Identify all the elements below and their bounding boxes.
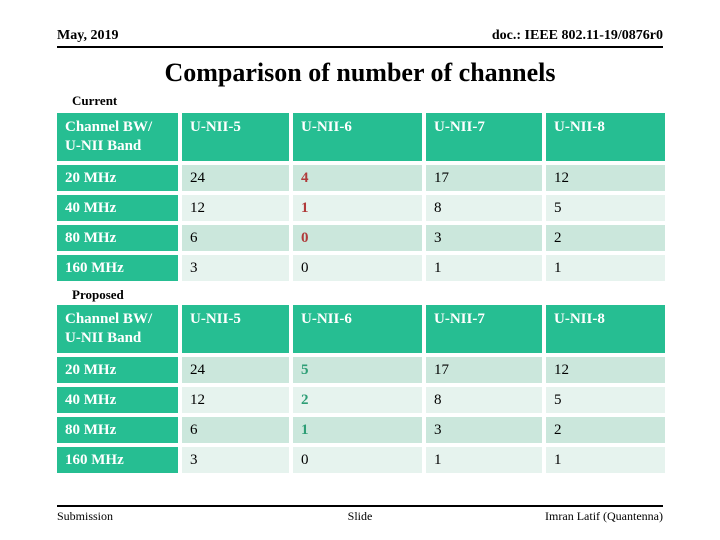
table-cell: 12	[182, 195, 289, 221]
table-cell-highlighted: 4	[293, 165, 422, 191]
table-cell: 8	[426, 387, 542, 413]
table-cell: 3	[426, 225, 542, 251]
row-label-80mhz: 80 MHz	[57, 417, 178, 443]
header-doc-number: doc.: IEEE 802.11-19/0876r0	[491, 28, 663, 43]
table-cell: 6	[182, 417, 289, 443]
proposed-table-label: Proposed	[72, 287, 124, 302]
proposed-table: Channel BW/ U-NII Band U-NII-5 U-NII-6 U…	[57, 305, 665, 473]
column-header-band: Channel BW/ U-NII Band	[57, 113, 178, 161]
row-label-160mhz: 160 MHz	[57, 447, 178, 473]
footer-slide-label: Slide	[347, 509, 373, 523]
table-cell: 3	[182, 255, 289, 281]
table-cell-highlighted: 0	[293, 225, 422, 251]
table-cell: 12	[546, 165, 665, 191]
column-header-unii7: U-NII-7	[426, 113, 542, 161]
table-cell: 1	[546, 447, 665, 473]
table-cell-highlighted: 1	[293, 417, 422, 443]
footer-author: Imran Latif (Quantenna)	[545, 509, 663, 523]
table-cell: 17	[426, 165, 542, 191]
row-label-40mhz: 40 MHz	[57, 195, 178, 221]
slide-title: Comparison of number of channels	[164, 58, 556, 87]
table-cell: 1	[426, 255, 542, 281]
table-cell: 2	[546, 225, 665, 251]
document-header: May, 2019 doc.: IEEE 802.11-19/0876r0	[57, 28, 663, 48]
row-label-160mhz: 160 MHz	[57, 255, 178, 281]
table-cell: 1	[426, 447, 542, 473]
column-header-unii5: U-NII-5	[182, 113, 289, 161]
table-cell-highlighted: 5	[293, 357, 422, 383]
document-footer: Slide Submission Imran Latif (Quantenna)	[57, 505, 663, 524]
table-cell: 0	[293, 447, 422, 473]
column-header-unii8: U-NII-8	[546, 305, 665, 353]
table-cell: 3	[182, 447, 289, 473]
column-header-unii5: U-NII-5	[182, 305, 289, 353]
current-table: Channel BW/ U-NII Band U-NII-5 U-NII-6 U…	[57, 113, 665, 281]
column-header-unii7: U-NII-7	[426, 305, 542, 353]
table-cell: 17	[426, 357, 542, 383]
table-cell: 12	[182, 387, 289, 413]
table-cell-highlighted: 1	[293, 195, 422, 221]
table-cell: 8	[426, 195, 542, 221]
row-label-20mhz: 20 MHz	[57, 165, 178, 191]
row-label-20mhz: 20 MHz	[57, 357, 178, 383]
column-header-band: Channel BW/ U-NII Band	[57, 305, 178, 353]
table-cell: 2	[546, 417, 665, 443]
header-date: May, 2019	[57, 28, 119, 43]
table-cell: 12	[546, 357, 665, 383]
column-header-unii8: U-NII-8	[546, 113, 665, 161]
table-cell: 24	[182, 165, 289, 191]
table-cell: 1	[546, 255, 665, 281]
table-cell: 24	[182, 357, 289, 383]
table-cell: 6	[182, 225, 289, 251]
column-header-unii6: U-NII-6	[293, 113, 422, 161]
current-table-label: Current	[72, 93, 118, 108]
row-label-80mhz: 80 MHz	[57, 225, 178, 251]
column-header-unii6: U-NII-6	[293, 305, 422, 353]
table-cell: 5	[546, 195, 665, 221]
table-cell: 0	[293, 255, 422, 281]
footer-submission-label: Submission	[57, 509, 114, 523]
table-cell-highlighted: 2	[293, 387, 422, 413]
row-label-40mhz: 40 MHz	[57, 387, 178, 413]
table-cell: 5	[546, 387, 665, 413]
table-cell: 3	[426, 417, 542, 443]
